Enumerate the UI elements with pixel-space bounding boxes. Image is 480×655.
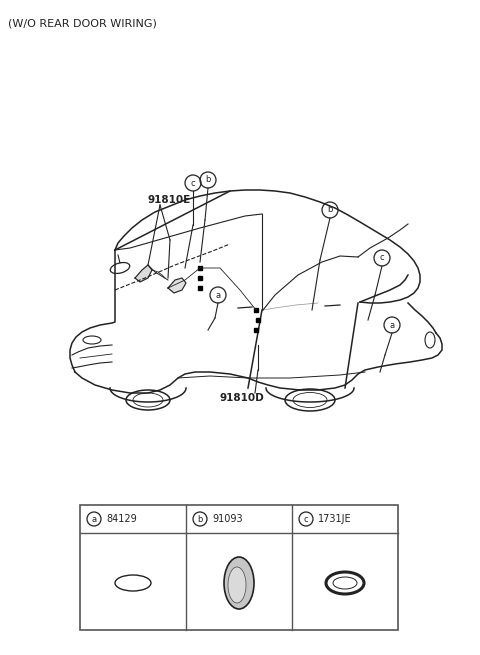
Text: 84129: 84129: [106, 514, 137, 524]
Text: a: a: [389, 320, 395, 329]
Text: c: c: [191, 179, 195, 187]
Ellipse shape: [224, 557, 254, 609]
Text: a: a: [216, 291, 221, 299]
Ellipse shape: [228, 567, 246, 603]
Text: (W/O REAR DOOR WIRING): (W/O REAR DOOR WIRING): [8, 18, 157, 28]
Text: b: b: [197, 514, 203, 523]
Polygon shape: [168, 278, 186, 293]
Text: c: c: [380, 253, 384, 263]
Text: 91093: 91093: [212, 514, 242, 524]
Polygon shape: [135, 265, 152, 282]
Text: 91810E: 91810E: [148, 195, 191, 205]
Text: c: c: [304, 514, 308, 523]
Text: a: a: [91, 514, 96, 523]
Text: 1731JE: 1731JE: [318, 514, 352, 524]
Text: 91810D: 91810D: [220, 393, 264, 403]
Text: b: b: [327, 206, 333, 214]
Text: b: b: [205, 176, 211, 185]
